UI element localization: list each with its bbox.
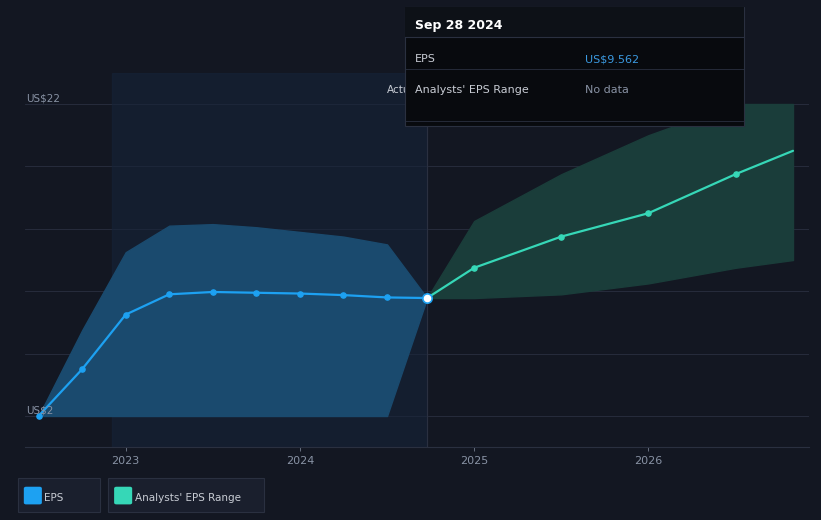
Text: Analysts' EPS Range: Analysts' EPS Range [415, 85, 529, 95]
Point [250, 289, 263, 297]
Point [468, 264, 481, 272]
Text: No data: No data [585, 85, 629, 95]
Point [76, 365, 89, 373]
Text: EPS: EPS [44, 493, 64, 503]
Point [337, 291, 350, 300]
Point [729, 170, 742, 178]
Point [420, 294, 433, 302]
Text: US$22: US$22 [26, 93, 61, 103]
Text: US$2: US$2 [26, 405, 53, 415]
Text: Analysts' EPS Range: Analysts' EPS Range [135, 493, 241, 503]
Point [642, 209, 655, 217]
Bar [112, 73, 427, 447]
Text: EPS: EPS [415, 55, 435, 64]
Point [555, 232, 568, 241]
Text: Analysts Forecasts: Analysts Forecasts [434, 85, 531, 95]
Point [206, 288, 219, 296]
Point [119, 310, 132, 319]
Text: Sep 28 2024: Sep 28 2024 [415, 19, 502, 32]
Point [380, 293, 393, 302]
Point [163, 290, 176, 298]
Point [293, 289, 306, 297]
Text: Actual: Actual [388, 85, 420, 95]
Text: US$9.562: US$9.562 [585, 55, 640, 64]
Point [32, 412, 45, 420]
